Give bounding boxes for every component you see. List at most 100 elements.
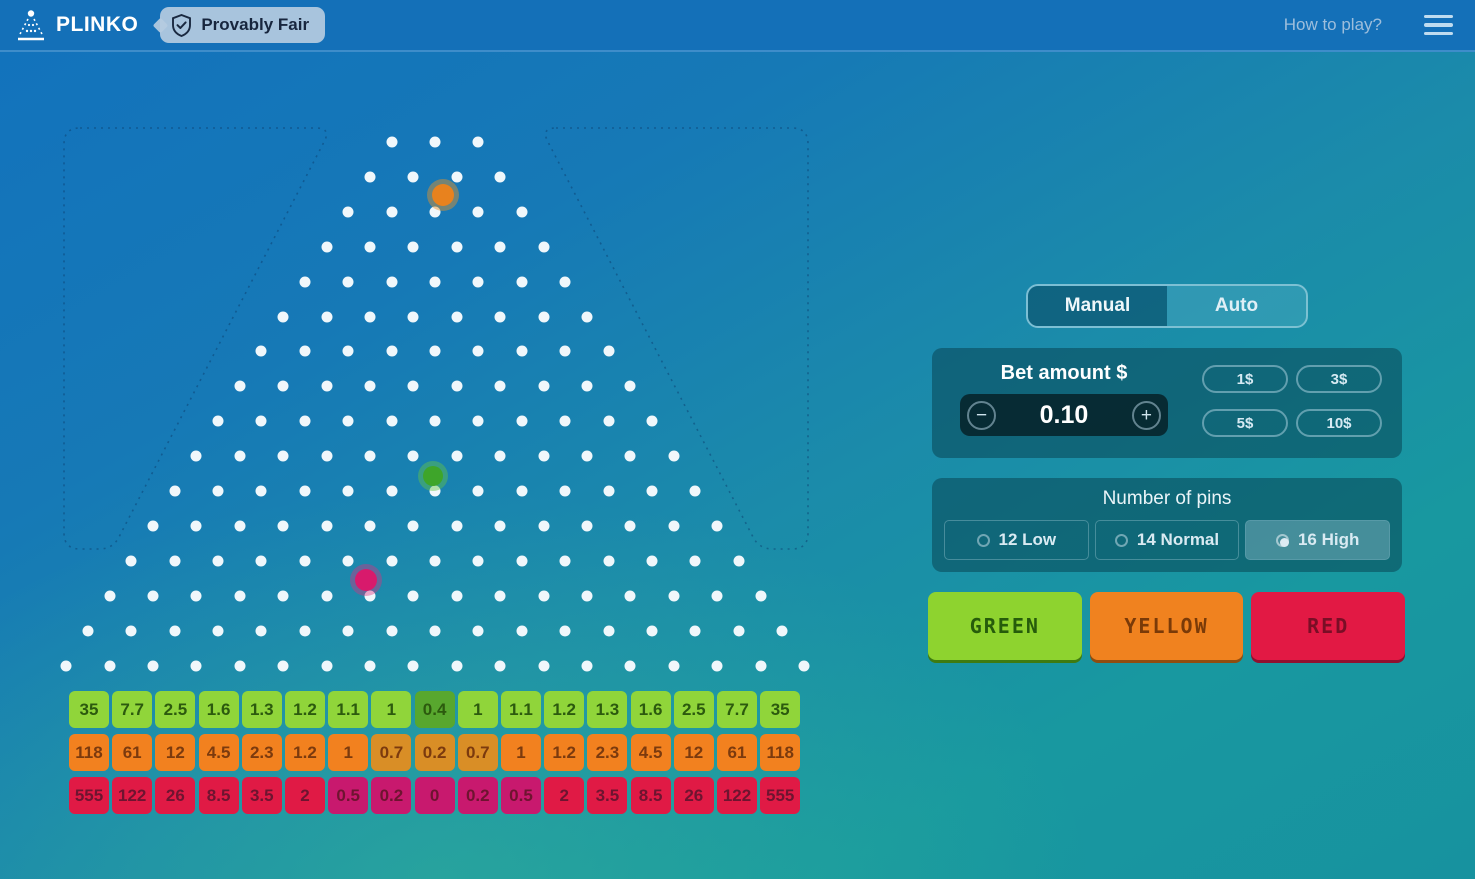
multiplier-cell-yellow: 1 bbox=[328, 734, 369, 771]
tab-auto[interactable]: Auto bbox=[1167, 286, 1306, 326]
pin bbox=[538, 520, 549, 532]
pin bbox=[429, 276, 441, 288]
pin bbox=[386, 276, 398, 288]
pin bbox=[494, 241, 506, 253]
pin bbox=[386, 625, 398, 637]
pin bbox=[364, 450, 376, 462]
pin bbox=[603, 415, 615, 427]
pin bbox=[733, 555, 745, 567]
pin bbox=[147, 660, 159, 671]
pin bbox=[407, 660, 419, 671]
multiplier-cell-yellow: 1.2 bbox=[544, 734, 585, 771]
mode-tabs: Manual Auto bbox=[1026, 284, 1308, 328]
pin bbox=[429, 136, 441, 148]
pin bbox=[451, 380, 463, 392]
quick-bet-3-button[interactable]: 3$ bbox=[1296, 365, 1382, 393]
left-wall-outline bbox=[63, 127, 328, 550]
pin bbox=[429, 485, 441, 497]
pin bbox=[234, 660, 246, 671]
pin bbox=[603, 555, 615, 567]
pin bbox=[559, 276, 571, 288]
pin bbox=[234, 450, 246, 462]
bet-amount-label: Bet amount $ bbox=[1000, 362, 1128, 384]
pin bbox=[494, 311, 506, 322]
pin bbox=[494, 590, 506, 602]
pin bbox=[429, 625, 441, 637]
multiplier-cell-green: 35 bbox=[760, 691, 801, 728]
quick-bet-10-button[interactable]: 10$ bbox=[1296, 409, 1382, 437]
pin bbox=[407, 380, 419, 392]
pin bbox=[668, 660, 680, 671]
pin bbox=[321, 380, 332, 392]
pin bbox=[581, 590, 593, 602]
pin bbox=[429, 555, 441, 567]
pin bbox=[169, 555, 181, 567]
pin bbox=[494, 520, 506, 532]
pin bbox=[386, 206, 398, 218]
provably-fair-label: Provably Fair bbox=[201, 15, 310, 34]
multiplier-cell-green: 1.6 bbox=[630, 691, 671, 728]
pin bbox=[255, 625, 267, 637]
pin bbox=[711, 520, 723, 532]
pin bbox=[386, 415, 398, 427]
multiplier-cell-yellow: 118 bbox=[69, 734, 109, 771]
pin bbox=[190, 450, 202, 462]
pin bbox=[407, 171, 419, 183]
right-wall-outline bbox=[544, 127, 809, 550]
tab-manual[interactable]: Manual bbox=[1028, 286, 1167, 326]
pins-option-14-normal[interactable]: 14 Normal bbox=[1094, 520, 1240, 560]
multiplier-cell-green: 35 bbox=[69, 691, 109, 728]
pin bbox=[646, 485, 658, 497]
how-to-play-link[interactable]: How to play? bbox=[1283, 15, 1382, 34]
pin bbox=[516, 345, 528, 357]
pin bbox=[255, 345, 267, 357]
multiplier-cell-green: 1 bbox=[457, 691, 498, 728]
multiplier-cell-green: 1.6 bbox=[198, 691, 239, 728]
play-green-button[interactable]: GREEN bbox=[928, 592, 1082, 660]
pin bbox=[277, 660, 289, 671]
pin bbox=[234, 520, 246, 532]
pin bbox=[190, 520, 202, 532]
multiplier-cell-yellow: 0.7 bbox=[457, 734, 498, 771]
multiplier-cell-red: 122 bbox=[717, 777, 757, 814]
pin bbox=[321, 311, 332, 322]
multiplier-cell-yellow: 4.5 bbox=[198, 734, 239, 771]
multiplier-cell-red: 0.2 bbox=[457, 777, 498, 814]
pin bbox=[255, 555, 267, 567]
pins-options: 12 Low 14 Normal 16 High bbox=[944, 520, 1391, 560]
bet-increase-button[interactable]: + bbox=[1131, 400, 1161, 430]
pins-option-12-low[interactable]: 12 Low bbox=[944, 520, 1089, 560]
multiplier-cell-red: 0.5 bbox=[328, 777, 369, 814]
pin bbox=[342, 485, 354, 497]
multiplier-cell-green: 2.5 bbox=[155, 691, 196, 728]
menu-icon[interactable] bbox=[1424, 14, 1453, 36]
provably-fair-badge[interactable]: Provably Fair bbox=[160, 7, 326, 43]
bet-value[interactable]: 0.10 bbox=[1039, 400, 1089, 429]
multiplier-cell-yellow: 61 bbox=[717, 734, 757, 771]
pin bbox=[711, 590, 723, 602]
top-bar: PLINKO Provably Fair How to play? bbox=[0, 0, 1475, 52]
plinko-board: 35 7.7 2.5 1.6 1.3 1.2 1.1 1 0.4 1 1.1 1.2 1.3 1.6 2.5… bbox=[60, 127, 810, 814]
pin bbox=[538, 380, 549, 392]
quick-bet-5-button[interactable]: 5$ bbox=[1202, 409, 1288, 437]
pins-option-16-high[interactable]: 16 High bbox=[1245, 520, 1391, 560]
pin bbox=[429, 206, 441, 218]
play-red-button[interactable]: RED bbox=[1251, 592, 1406, 660]
pin bbox=[364, 660, 376, 671]
pin bbox=[755, 660, 766, 671]
quick-bet-1-button[interactable]: 1$ bbox=[1202, 365, 1288, 393]
pin bbox=[668, 450, 680, 462]
pin bbox=[386, 555, 398, 567]
pin bbox=[581, 520, 593, 532]
pin bbox=[689, 485, 701, 497]
pin bbox=[559, 485, 571, 497]
pin bbox=[538, 241, 549, 253]
board-walls bbox=[63, 127, 809, 550]
multiplier-cell-green: 1.3 bbox=[241, 691, 282, 728]
quick-bet-group: 1$ 3$ 5$ 10$ bbox=[1178, 362, 1386, 458]
pin bbox=[516, 625, 528, 637]
bet-decrease-button[interactable]: − bbox=[967, 400, 996, 430]
pin bbox=[755, 590, 766, 602]
multiplier-cell-red: 0 bbox=[414, 777, 455, 814]
play-yellow-button[interactable]: YELLOW bbox=[1089, 592, 1244, 660]
